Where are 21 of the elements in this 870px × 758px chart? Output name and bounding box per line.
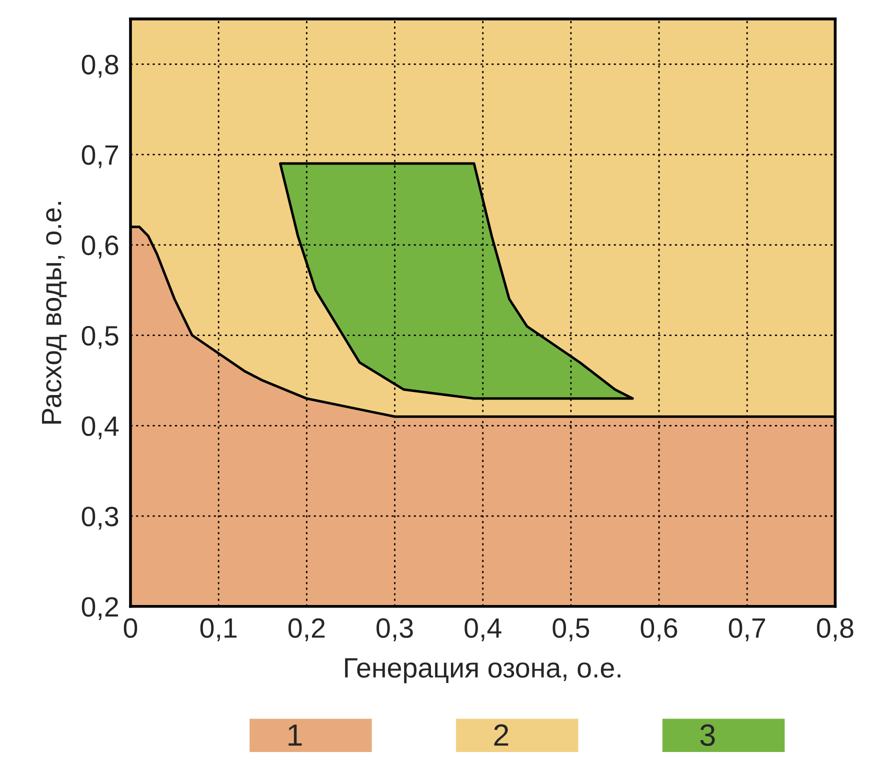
x-tick-label: 0,3: [376, 618, 413, 642]
text: 2: [494, 724, 508, 746]
x-axis-title: Генерация озона, о.е.: [345, 658, 620, 684]
y-tick-label: 0,5: [82, 326, 118, 349]
y-axis-title: Расход воды, о.е.: [42, 202, 67, 424]
y-tick-label: 0,8: [82, 54, 118, 78]
x-tick-label: 0,8: [816, 618, 854, 642]
x-tick-label: 0,2: [288, 618, 325, 642]
text: 1: [288, 724, 302, 746]
x-tick-label: 0,5: [552, 618, 590, 642]
x-tick-label: 0: [124, 618, 138, 638]
x-tick-label: 0,1: [200, 618, 237, 642]
x-tick-label: 0,6: [640, 618, 678, 642]
x-tick-label: 0,4: [464, 618, 502, 642]
x-tick-label: 0,7: [728, 618, 766, 642]
y-tick-label: 0,2: [82, 597, 118, 620]
y-tick-label: 0,4: [82, 416, 119, 440]
y-tick-label: 0,6: [82, 236, 118, 259]
y-tick-label: 0,7: [82, 145, 118, 168]
y-tick-label: 0,3: [82, 506, 118, 530]
text: 3: [700, 724, 715, 746]
